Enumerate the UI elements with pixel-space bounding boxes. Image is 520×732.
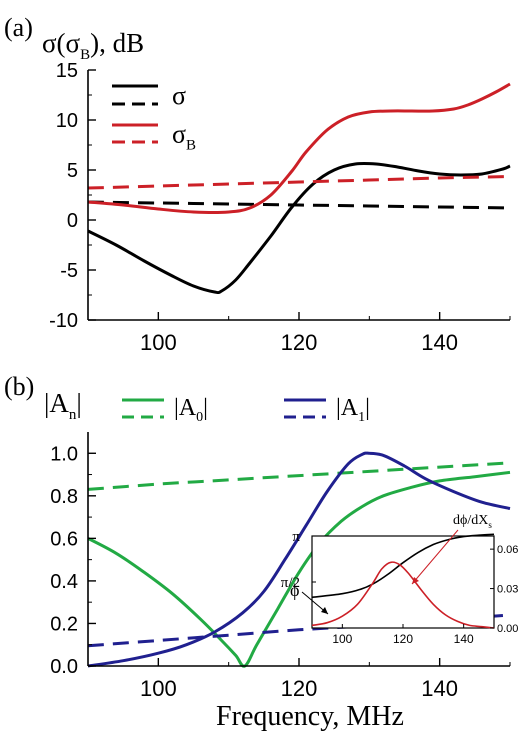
inset-dphi-annotation: dϕ/dXs xyxy=(453,513,492,530)
panel-a-ytick-label: 15 xyxy=(56,60,78,82)
panel-a-label: (a) xyxy=(4,13,33,42)
inset-ytick-right-label: 0.06 xyxy=(497,544,518,556)
inset-frame xyxy=(311,535,495,629)
panel-a-xtick-label: 120 xyxy=(281,330,318,355)
legend-b-label: |A1| xyxy=(336,395,370,425)
panel-b-ytick-label: 0.6 xyxy=(50,528,78,550)
panel-a-xtick-label: 100 xyxy=(140,330,177,355)
inset-xtick-label: 140 xyxy=(454,632,474,646)
panel-b-ytick-label: 0.8 xyxy=(50,486,78,508)
panel-a-series-2-solid xyxy=(87,82,511,214)
panel-b-series-1-dashed xyxy=(87,461,511,491)
panel-a-xtick-label: 140 xyxy=(421,330,458,355)
plot-layer: 100 120 140 -10 -5 0 5 10 15 100 120 140 0.0 0.2 0.4 0.… xyxy=(49,60,518,701)
inset-ytick-left-label: π xyxy=(292,529,300,545)
x-axis-label: Frequency, MHz xyxy=(216,701,404,732)
inset-phi-annotation: ϕ xyxy=(290,580,299,600)
panel-a-ytick-label: -10 xyxy=(49,310,78,332)
panel-b-xtick-label: 100 xyxy=(140,676,177,701)
legend-b-label: |A0| xyxy=(174,395,208,425)
panel-a-series-3-dashed xyxy=(87,175,511,190)
inset-dphi-arrow xyxy=(411,529,459,585)
panel-a-ytick-label: 0 xyxy=(67,210,78,232)
panel-a-ytick-label: 5 xyxy=(67,160,78,182)
panel-b-series-2-solid xyxy=(87,451,511,668)
panel-a-series-1-dashed xyxy=(87,200,511,210)
panel-b-label: (b) xyxy=(4,372,34,401)
inset-chart: 100 120 140 π π/2 0.00 0.03 0.06 ϕ dϕ/dXs xyxy=(281,513,519,646)
panel-a: 100 120 140 -10 -5 0 5 10 15 xyxy=(49,60,511,355)
panel-b-ytick-label: 0.0 xyxy=(50,656,78,678)
legend-a-label: σ xyxy=(172,81,186,110)
panel-b-xtick-label: 140 xyxy=(421,676,458,701)
legend-a-label: σB xyxy=(172,120,196,154)
panel-a-ylabel: σ(σB), dB xyxy=(42,28,144,63)
inset-dphi-arrowhead xyxy=(412,577,419,584)
inset-phi-arrowhead xyxy=(321,607,328,614)
inset-xtick-label: 120 xyxy=(393,632,413,646)
panel-a-ytick-label: 10 xyxy=(56,110,78,132)
panel-a-ytick-label: -5 xyxy=(60,260,78,282)
legend-a: σ σB xyxy=(112,81,196,154)
panel-b-ylabel: |An| xyxy=(44,388,82,423)
inset-series-0 xyxy=(311,533,495,599)
panel-b-ytick-label: 0.4 xyxy=(50,571,78,593)
legend-b: |A0| |A1| xyxy=(122,395,370,425)
panel-a-series-0-solid xyxy=(87,161,511,295)
inset-ytick-left-label: π/2 xyxy=(281,575,300,591)
panel-b-ytick-label: 0.2 xyxy=(50,613,78,635)
inset-xtick-label: 100 xyxy=(332,632,352,646)
inset-series-1 xyxy=(311,561,495,629)
inset-ytick-right-label: 0.03 xyxy=(497,584,518,596)
panel-b-xtick-label: 120 xyxy=(281,676,318,701)
panel-b-ytick-label: 1.0 xyxy=(50,443,78,465)
inset-ytick-right-label: 0.00 xyxy=(497,623,518,635)
panel-b-series-0-solid xyxy=(87,470,511,668)
